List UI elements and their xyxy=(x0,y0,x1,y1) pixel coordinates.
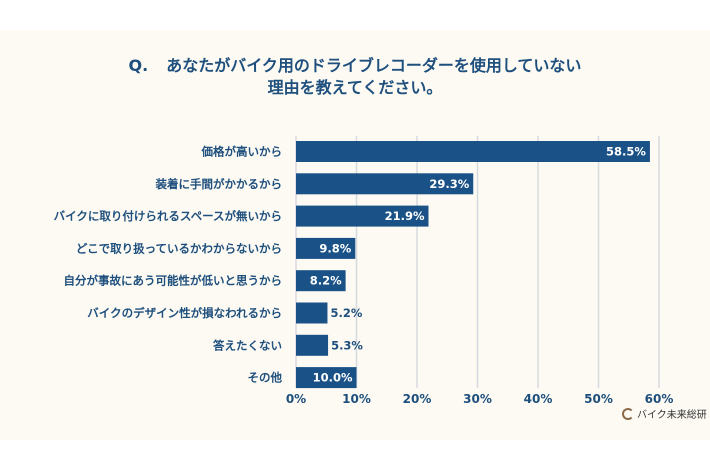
bar xyxy=(296,302,328,324)
bar xyxy=(296,141,650,162)
value-label: 29.3% xyxy=(429,177,469,191)
bar xyxy=(296,270,346,292)
category-label: その他 xyxy=(248,371,283,385)
bars xyxy=(296,141,650,389)
bar xyxy=(296,237,356,259)
x-axis-ticks: 0% 10% 20% 30% 40% 50% 60% xyxy=(286,392,674,406)
bar xyxy=(296,367,357,389)
x-tick-label: 10% xyxy=(342,392,371,406)
category-labels: 価格が高いから装着に手間がかかるからバイクに取り付けられるスペースが無いからどこ… xyxy=(54,145,283,385)
category-label: 装着に手間がかかるから xyxy=(155,177,283,191)
question-prefix: Q. xyxy=(128,56,149,75)
category-label: 自分が事故にあう可能性が低いと思うから xyxy=(64,274,283,288)
brand-logo: バイク未来総研 xyxy=(622,406,707,421)
x-tick-label: 40% xyxy=(524,392,553,406)
title-text-1: あなたがバイク用のドライブレコーダーを使用していない xyxy=(166,56,582,75)
x-tick-label: 20% xyxy=(403,392,432,406)
bar xyxy=(296,334,329,356)
x-tick-label: 60% xyxy=(645,392,674,406)
category-label: 答えたくない xyxy=(212,338,282,352)
bar xyxy=(296,205,429,227)
bar xyxy=(296,173,474,195)
value-label: 10.0% xyxy=(313,371,353,385)
category-label: どこで取り扱っているかわからないから xyxy=(76,241,282,255)
value-label: 5.3% xyxy=(331,338,363,352)
value-label: 9.8% xyxy=(319,241,351,255)
x-tick-label: 50% xyxy=(584,392,613,406)
value-labels: 58.5% 29.3% 21.9% 9.8% 8.2% 5.2% 5.3% 10.0% xyxy=(310,145,647,385)
value-label: 5.2% xyxy=(330,306,362,320)
x-tick-label: 30% xyxy=(463,392,492,406)
category-label: 価格が高いから xyxy=(201,145,283,159)
chart-title-line-2: 理由を教えてください。 xyxy=(267,78,443,97)
logo-text: バイク未来総研 xyxy=(637,410,707,421)
category-label: バイクのデザイン性が損なわれるから xyxy=(87,306,282,320)
logo-icon xyxy=(622,407,634,420)
x-tick-label: 0% xyxy=(286,392,306,406)
chart-title-line-1: Q. あなたがバイク用のドライブレコーダーを使用していない xyxy=(0,56,710,76)
value-label: 8.2% xyxy=(310,274,342,288)
category-label: バイクに取り付けられるスペースが無いから xyxy=(54,209,282,223)
value-label: 58.5% xyxy=(606,145,646,159)
value-label: 21.9% xyxy=(385,209,425,223)
